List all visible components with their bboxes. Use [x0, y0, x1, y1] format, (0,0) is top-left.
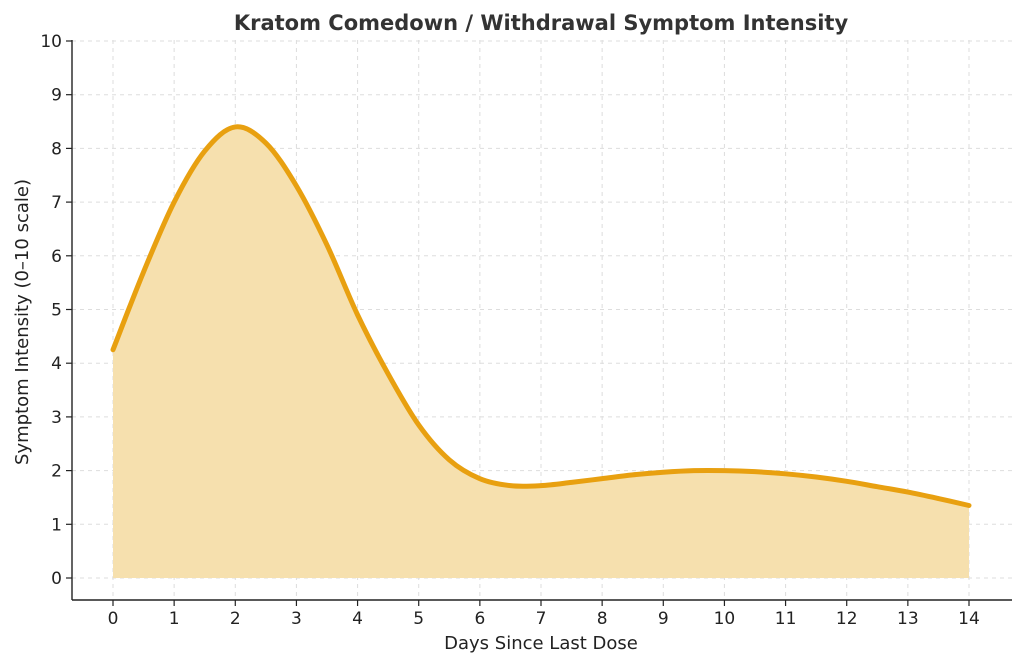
- y-tick-label-6: 6: [51, 247, 62, 267]
- x-axis-label: Days Since Last Dose: [444, 633, 638, 654]
- x-tick-label-11: 11: [775, 609, 797, 629]
- x-tick-label-13: 13: [897, 609, 919, 629]
- x-tick-label-7: 7: [536, 609, 547, 629]
- area-fill: [113, 126, 969, 578]
- x-tick-label-2: 2: [230, 609, 241, 629]
- x-tick-label-9: 9: [658, 609, 669, 629]
- y-tick-label-3: 3: [51, 408, 62, 428]
- y-tick-label-5: 5: [51, 301, 62, 321]
- x-tick-label-0: 0: [108, 609, 119, 629]
- x-tick-label-4: 4: [352, 609, 363, 629]
- x-tick-label-3: 3: [291, 609, 302, 629]
- x-tick-label-10: 10: [714, 609, 736, 629]
- y-tick-label-7: 7: [51, 193, 62, 213]
- y-tick-label-2: 2: [51, 462, 62, 482]
- x-tick-label-1: 1: [169, 609, 180, 629]
- y-axis-label: Symptom Intensity (0–10 scale): [12, 179, 33, 465]
- y-tick-label-1: 1: [51, 515, 62, 535]
- x-tick-label-5: 5: [413, 609, 424, 629]
- y-tick-label-9: 9: [51, 86, 62, 106]
- y-tick-label-10: 10: [40, 32, 62, 52]
- y-tick-label-4: 4: [51, 354, 62, 374]
- x-tick-label-8: 8: [597, 609, 608, 629]
- y-axis-ticks: 0 1 2 3 4 5 6 7 8 9 10: [40, 32, 72, 589]
- x-tick-label-12: 12: [836, 609, 858, 629]
- axes: [71, 40, 1012, 601]
- chart-title: Kratom Comedown / Withdrawal Symptom Int…: [234, 11, 849, 35]
- series-line: [110, 124, 972, 508]
- y-tick-label-8: 8: [51, 139, 62, 159]
- x-tick-label-14: 14: [958, 609, 980, 629]
- x-axis-ticks: 0 1 2 3 4 5 6 7 8 9 10 11 12 13 14: [108, 600, 980, 629]
- x-tick-label-6: 6: [474, 609, 485, 629]
- y-tick-label-0: 0: [51, 569, 62, 589]
